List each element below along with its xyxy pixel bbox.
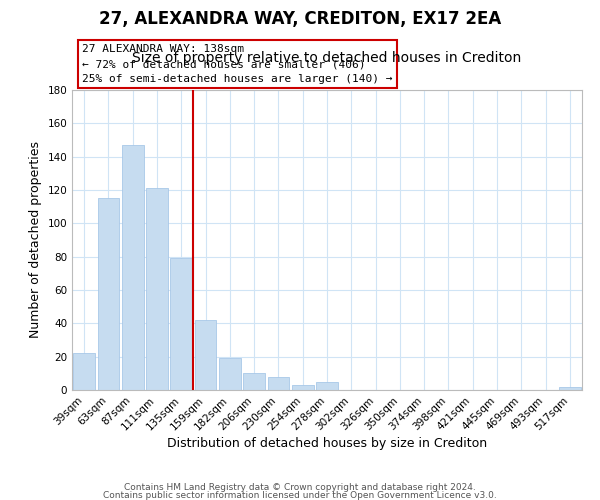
Bar xyxy=(122,145,143,390)
Text: 27 ALEXANDRA WAY: 138sqm
← 72% of detached houses are smaller (406)
25% of semi-: 27 ALEXANDRA WAY: 138sqm ← 72% of detach… xyxy=(82,44,392,84)
Bar xyxy=(97,198,119,390)
Bar xyxy=(170,258,192,390)
Text: Contains public sector information licensed under the Open Government Licence v3: Contains public sector information licen… xyxy=(103,490,497,500)
Bar xyxy=(292,385,314,390)
Bar xyxy=(73,354,95,390)
Bar xyxy=(268,376,289,390)
X-axis label: Distribution of detached houses by size in Crediton: Distribution of detached houses by size … xyxy=(167,438,487,450)
Text: 27, ALEXANDRA WAY, CREDITON, EX17 2EA: 27, ALEXANDRA WAY, CREDITON, EX17 2EA xyxy=(99,10,501,28)
Bar xyxy=(316,382,338,390)
Bar xyxy=(146,188,168,390)
Bar xyxy=(194,320,217,390)
Bar xyxy=(559,386,581,390)
Bar xyxy=(219,358,241,390)
Y-axis label: Number of detached properties: Number of detached properties xyxy=(29,142,42,338)
Bar xyxy=(243,374,265,390)
Text: Contains HM Land Registry data © Crown copyright and database right 2024.: Contains HM Land Registry data © Crown c… xyxy=(124,484,476,492)
Title: Size of property relative to detached houses in Crediton: Size of property relative to detached ho… xyxy=(133,51,521,65)
